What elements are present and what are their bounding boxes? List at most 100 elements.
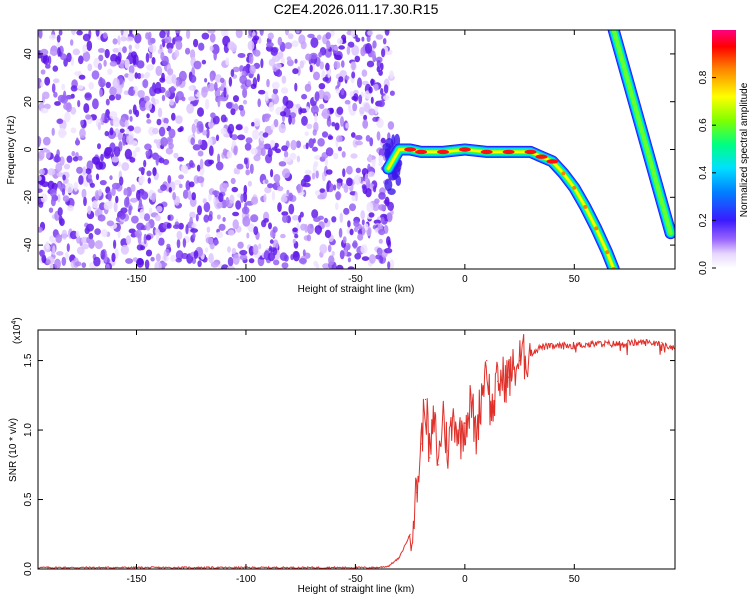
noise-speckle bbox=[286, 56, 292, 62]
noise-speckle bbox=[268, 222, 272, 230]
noise-speckle bbox=[154, 261, 162, 269]
noise-speckle bbox=[296, 183, 301, 194]
noise-speckle bbox=[208, 122, 214, 129]
noise-speckle bbox=[136, 189, 141, 201]
top-y-axis: -40 -20 0 20 40 bbox=[23, 48, 675, 252]
noise-speckle bbox=[232, 66, 240, 73]
noise-speckle bbox=[124, 148, 133, 160]
top-y-axis-label: Frequency (Hz) bbox=[6, 116, 17, 185]
noise-speckle bbox=[72, 156, 79, 162]
noise-speckle bbox=[112, 48, 120, 53]
noise-speckle bbox=[132, 54, 137, 66]
noise-speckle bbox=[338, 45, 345, 50]
noise-speckle bbox=[386, 236, 391, 246]
noise-speckle bbox=[205, 236, 214, 244]
noise-speckle bbox=[237, 241, 244, 249]
noise-speckle bbox=[214, 74, 222, 83]
noise-speckle bbox=[57, 207, 63, 217]
noise-speckle bbox=[324, 158, 329, 167]
snr-point bbox=[433, 418, 435, 420]
noise-speckle bbox=[250, 196, 259, 205]
noise-speckle bbox=[109, 175, 113, 181]
noise-speckle bbox=[63, 163, 71, 170]
noise-speckle bbox=[125, 134, 134, 145]
noise-speckle bbox=[250, 147, 258, 155]
noise-speckle bbox=[197, 150, 204, 157]
noise-speckle bbox=[175, 80, 180, 87]
noise-speckle bbox=[341, 60, 345, 68]
noise-speckle bbox=[156, 118, 162, 126]
noise-speckle bbox=[70, 85, 78, 92]
noise-speckle bbox=[316, 228, 321, 235]
noise-speckle bbox=[193, 38, 199, 48]
noise-speckle bbox=[363, 114, 368, 121]
noise-speckle bbox=[56, 172, 64, 178]
noise-speckle bbox=[311, 209, 319, 219]
noise-speckle bbox=[122, 46, 127, 54]
noise-speckle bbox=[347, 41, 355, 48]
noise-speckle bbox=[331, 216, 337, 223]
snr-point bbox=[617, 343, 619, 345]
noise-speckle bbox=[374, 198, 380, 204]
noise-speckle bbox=[66, 52, 72, 63]
noise-speckle bbox=[339, 212, 344, 223]
noise-speckle bbox=[351, 61, 356, 71]
noise-speckle bbox=[243, 184, 248, 195]
noise-speckle bbox=[263, 218, 269, 223]
noise-speckle bbox=[281, 87, 289, 94]
colorbar-gradient bbox=[712, 30, 736, 268]
noise-speckle bbox=[380, 88, 384, 95]
noise-speckle bbox=[315, 170, 319, 179]
noise-speckle bbox=[389, 90, 395, 96]
noise-speckle bbox=[233, 145, 238, 156]
noise-speckle bbox=[135, 146, 141, 153]
bottom-y-axis: 0.0 0.5 1.0 1.5 bbox=[23, 353, 675, 576]
noise-speckle bbox=[175, 30, 181, 34]
noise-speckle bbox=[389, 259, 395, 269]
noise-speckle bbox=[215, 134, 220, 142]
noise-speckle bbox=[325, 62, 330, 71]
snr-point bbox=[420, 443, 422, 445]
noise-speckle bbox=[285, 30, 289, 36]
noise-speckle bbox=[40, 81, 44, 88]
noise-speckle bbox=[166, 42, 174, 50]
noise-speckle bbox=[249, 64, 256, 75]
bottom-y-tick-label: 0.5 bbox=[23, 492, 34, 506]
snr-point bbox=[486, 360, 488, 362]
noise-speckle bbox=[195, 213, 199, 222]
noise-speckle bbox=[368, 108, 376, 116]
noise-speckle bbox=[67, 205, 74, 212]
noise-speckle bbox=[82, 51, 91, 62]
noise-speckle bbox=[355, 167, 361, 174]
noise-speckle bbox=[58, 127, 67, 139]
noise-speckle bbox=[100, 153, 104, 162]
noise-speckle bbox=[296, 30, 300, 34]
noise-speckle bbox=[230, 108, 236, 116]
noise-speckle bbox=[138, 175, 145, 184]
noise-speckle bbox=[78, 74, 86, 80]
noise-speckle bbox=[373, 185, 377, 193]
noise-speckle bbox=[384, 30, 390, 36]
noise-speckle bbox=[128, 206, 132, 216]
noise-speckle bbox=[129, 115, 133, 122]
noise-speckle bbox=[354, 252, 362, 260]
noise-speckle bbox=[40, 107, 49, 114]
noise-speckle bbox=[89, 182, 95, 188]
noise-speckle bbox=[375, 34, 384, 40]
noise-speckle bbox=[226, 151, 233, 159]
noise-speckle bbox=[181, 96, 186, 102]
noise-speckle bbox=[351, 71, 356, 79]
top-x-tick-label: -150 bbox=[126, 274, 146, 285]
noise-speckle bbox=[174, 49, 180, 58]
noise-speckle bbox=[54, 258, 61, 269]
noise-speckle bbox=[168, 142, 174, 150]
noise-speckle bbox=[288, 192, 294, 202]
noise-speckle bbox=[49, 235, 55, 243]
noise-speckle bbox=[235, 168, 240, 175]
noise-speckle bbox=[75, 230, 80, 238]
noise-speckle bbox=[328, 255, 335, 266]
noise-speckle bbox=[207, 137, 213, 147]
colorbar-tick-label: 0.6 bbox=[698, 118, 709, 132]
snr-point bbox=[595, 343, 597, 345]
